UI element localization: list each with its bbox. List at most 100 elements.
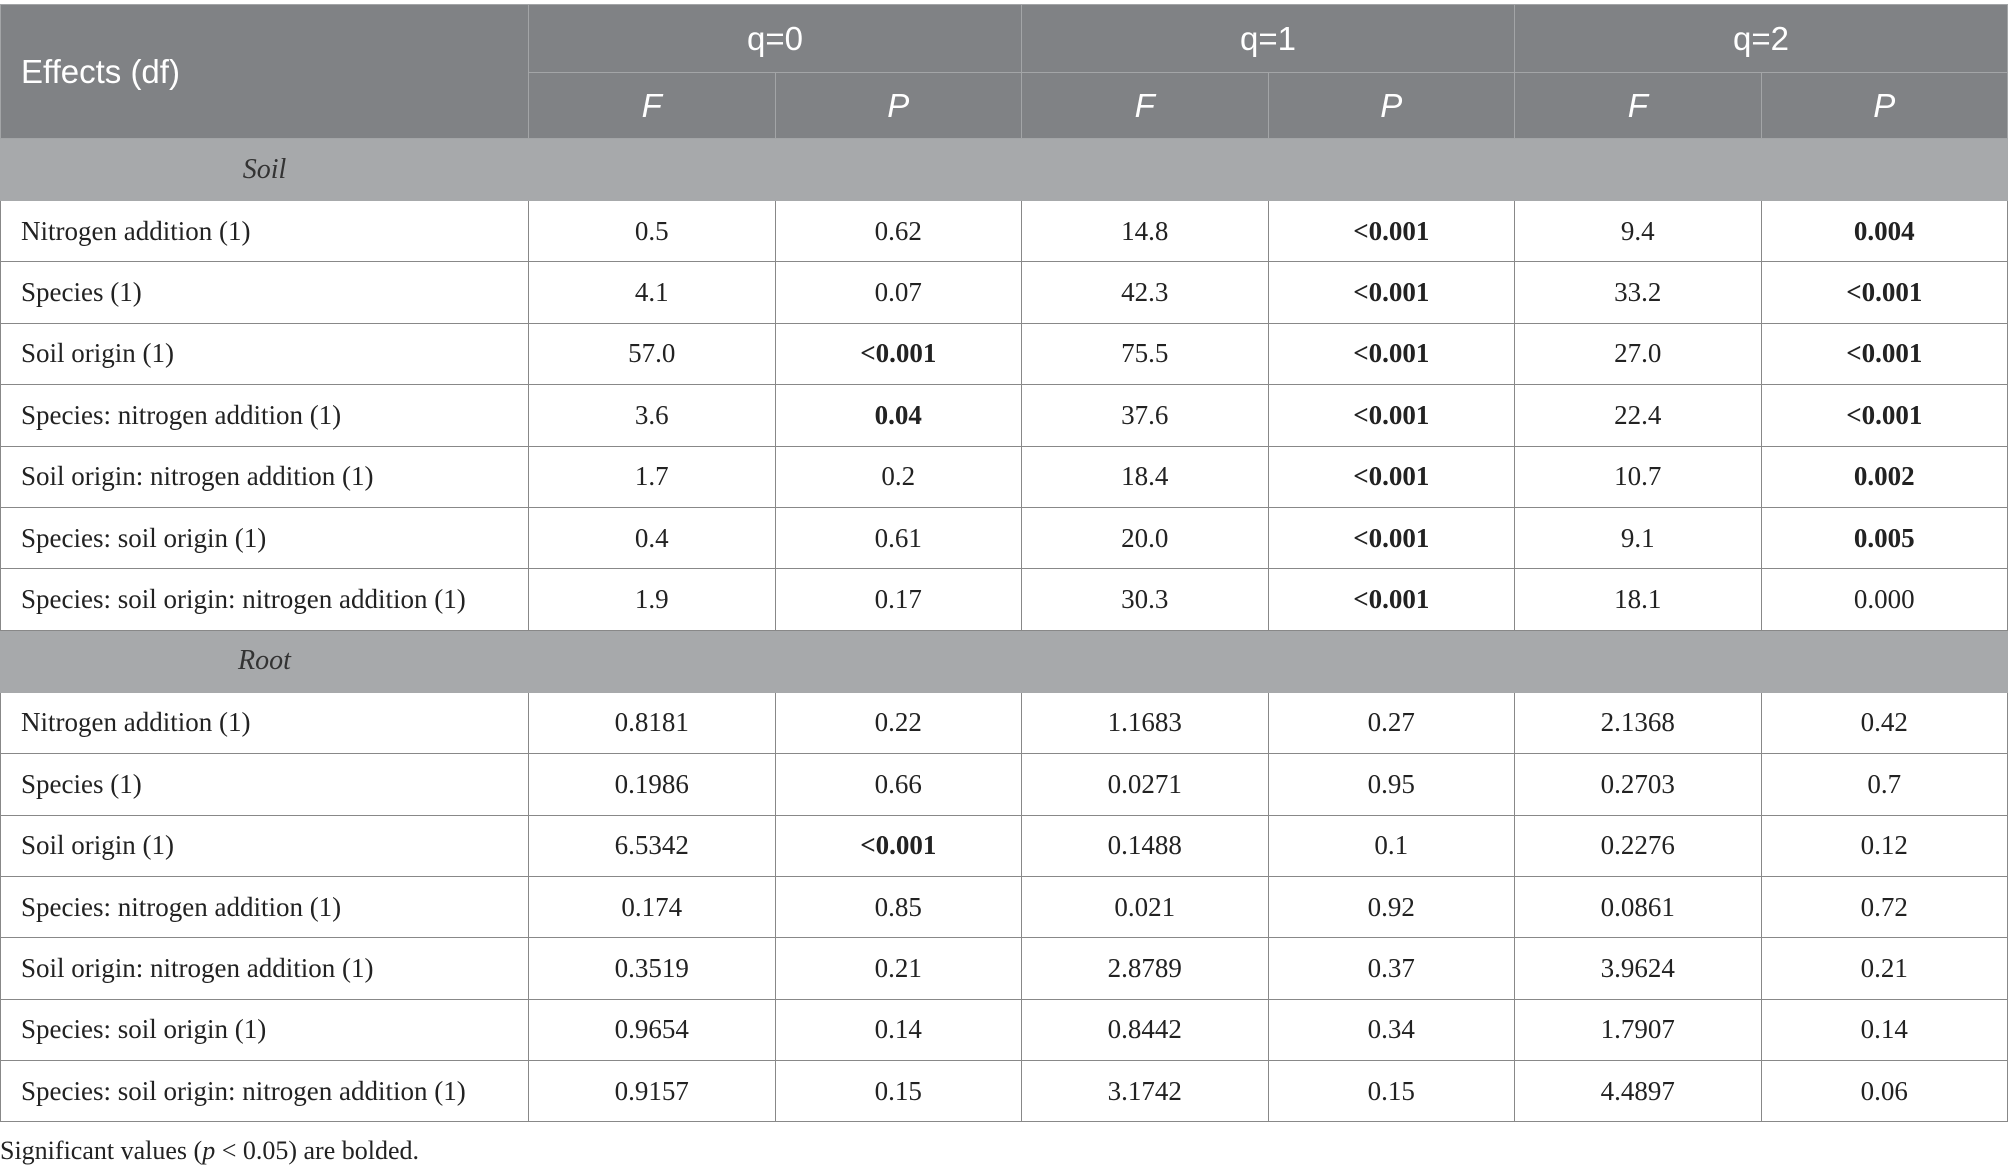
f-value-cell: 0.0271: [1021, 753, 1269, 816]
f-value-cell: 1.7: [528, 445, 776, 508]
table-row: Species: soil origin (1) 0.9654 0.14 0.8442…: [0, 998, 2008, 1062]
section-row: Root: [0, 629, 2008, 693]
p-value-cell: 0.12: [1760, 814, 2008, 877]
p-value-cell: <0.001: [1267, 384, 1516, 447]
table-row: Species: nitrogen addition (1) 0.174 0.85 0…: [0, 875, 2008, 939]
f-value-cell: 0.3519: [528, 937, 776, 1000]
p-value-cell: <0.001: [1267, 506, 1516, 570]
table-row: Species: nitrogen addition (1) 3.6 0.04 37.…: [0, 384, 2008, 447]
f-value-cell: 0.2703: [1514, 753, 1762, 816]
table-row: Soil origin: nitrogen addition (1) 0.3519…: [0, 937, 2008, 1000]
p-value-cell: <0.001: [1760, 384, 2008, 447]
p-value-cell: <0.001: [1267, 322, 1516, 386]
p-value-cell: 0.34: [1267, 998, 1516, 1062]
f-value-cell: 0.1488: [1021, 814, 1269, 877]
group-header-q2: q=2: [1514, 4, 2008, 73]
footnote-text: < 0.05) are bolded.: [215, 1136, 420, 1165]
p-value-cell: 0.000: [1760, 568, 2008, 631]
f-value-cell: 2.1368: [1514, 691, 1762, 755]
effect-label: Nitrogen addition (1): [0, 199, 529, 263]
table-row: Species (1) 4.1 0.07 42.3 <0.001 33.2 <0.001: [0, 261, 2008, 324]
section-label: Soil: [0, 138, 529, 201]
effect-label: Soil origin (1): [0, 814, 529, 877]
section-spacer: [527, 138, 2008, 201]
p-value-cell: 0.2: [774, 445, 1023, 508]
p-value-cell: 0.14: [1760, 998, 2008, 1062]
p-value-cell: 0.14: [774, 998, 1023, 1062]
p-value-cell: 0.7: [1760, 753, 2008, 816]
f-value-cell: 0.1986: [528, 753, 776, 816]
subcol-header: P: [1760, 72, 2008, 139]
f-value-cell: 0.174: [528, 875, 776, 939]
table-row: Nitrogen addition (1) 0.5 0.62 14.8 <0.001 9.…: [0, 199, 2008, 263]
subcol-header: P: [774, 72, 1023, 139]
group-header-q0: q=0: [527, 4, 1023, 73]
table-body: Soil Nitrogen addition (1) 0.5 0.62 14.8 <0.0…: [0, 138, 2008, 1123]
subcol-header: F: [1514, 72, 1762, 139]
table-row: Species: soil origin: nitrogen addition …: [0, 568, 2008, 631]
p-value-cell: <0.001: [774, 814, 1023, 877]
effect-label: Species: soil origin: nitrogen addition …: [0, 1060, 529, 1123]
effect-label: Soil origin: nitrogen addition (1): [0, 445, 529, 508]
p-value-cell: 0.95: [1267, 753, 1516, 816]
f-value-cell: 3.6: [528, 384, 776, 447]
f-value-cell: 0.8181: [528, 691, 776, 755]
f-value-cell: 0.4: [528, 506, 776, 570]
f-value-cell: 0.021: [1021, 875, 1269, 939]
table-footnote: Significant values (p < 0.05) are bolded…: [0, 1136, 419, 1166]
p-value-cell: <0.001: [1760, 322, 2008, 386]
f-value-cell: 22.4: [1514, 384, 1762, 447]
f-value-cell: 0.9157: [528, 1060, 776, 1123]
effect-label: Species: nitrogen addition (1): [0, 875, 529, 939]
table-row: Soil origin: nitrogen addition (1) 1.7 0.2…: [0, 445, 2008, 508]
f-value-cell: 2.8789: [1021, 937, 1269, 1000]
subcol-header: F: [1021, 72, 1269, 139]
table-row: Nitrogen addition (1) 0.8181 0.22 1.1683 0.2…: [0, 691, 2008, 755]
p-value-cell: 0.21: [1760, 937, 2008, 1000]
effect-label: Soil origin: nitrogen addition (1): [0, 937, 529, 1000]
f-value-cell: 1.7907: [1514, 998, 1762, 1062]
p-value-cell: 0.1: [1267, 814, 1516, 877]
section-label: Root: [0, 629, 529, 693]
p-value-cell: 0.07: [774, 261, 1023, 324]
f-value-cell: 1.1683: [1021, 691, 1269, 755]
table-row: Soil origin (1) 6.5342 <0.001 0.1488 0.1 0.22…: [0, 814, 2008, 877]
f-value-cell: 75.5: [1021, 322, 1269, 386]
p-value-cell: 0.005: [1760, 506, 2008, 570]
p-value-cell: 0.61: [774, 506, 1023, 570]
p-value-cell: 0.66: [774, 753, 1023, 816]
table-row: Species (1) 0.1986 0.66 0.0271 0.95 0.2703 0.7: [0, 753, 2008, 816]
p-value-cell: 0.27: [1267, 691, 1516, 755]
effect-label: Soil origin (1): [0, 322, 529, 386]
f-value-cell: 27.0: [1514, 322, 1762, 386]
p-value-cell: 0.21: [774, 937, 1023, 1000]
f-value-cell: 0.9654: [528, 998, 776, 1062]
p-value-cell: <0.001: [1267, 445, 1516, 508]
effect-label: Species: nitrogen addition (1): [0, 384, 529, 447]
p-value-cell: 0.17: [774, 568, 1023, 631]
p-value-cell: 0.37: [1267, 937, 1516, 1000]
table-row: Soil origin (1) 57.0 <0.001 75.5 <0.001 27.0 <…: [0, 322, 2008, 386]
p-value-cell: 0.15: [774, 1060, 1023, 1123]
p-value-cell: <0.001: [1760, 261, 2008, 324]
f-value-cell: 37.6: [1021, 384, 1269, 447]
effect-label: Species: soil origin (1): [0, 998, 529, 1062]
f-value-cell: 1.9: [528, 568, 776, 631]
f-value-cell: 0.2276: [1514, 814, 1762, 877]
f-value-cell: 9.4: [1514, 199, 1762, 263]
effect-label: Nitrogen addition (1): [0, 691, 529, 755]
p-value-cell: <0.001: [1267, 199, 1516, 263]
p-value-cell: 0.22: [774, 691, 1023, 755]
table-header: Effects (df) q=0 q=1 q=2 F P F P F P: [0, 4, 2008, 139]
subcol-header: P: [1267, 72, 1516, 139]
p-value-cell: 0.92: [1267, 875, 1516, 939]
p-value-cell: 0.002: [1760, 445, 2008, 508]
f-value-cell: 6.5342: [528, 814, 776, 877]
f-value-cell: 14.8: [1021, 199, 1269, 263]
section-row: Soil: [0, 138, 2008, 201]
p-value-cell: 0.85: [774, 875, 1023, 939]
anova-table: Effects (df) q=0 q=1 q=2 F P F P F P Soi…: [0, 4, 2008, 1123]
p-value-cell: <0.001: [774, 322, 1023, 386]
section-spacer: [527, 629, 2008, 693]
p-value-cell: 0.15: [1267, 1060, 1516, 1123]
